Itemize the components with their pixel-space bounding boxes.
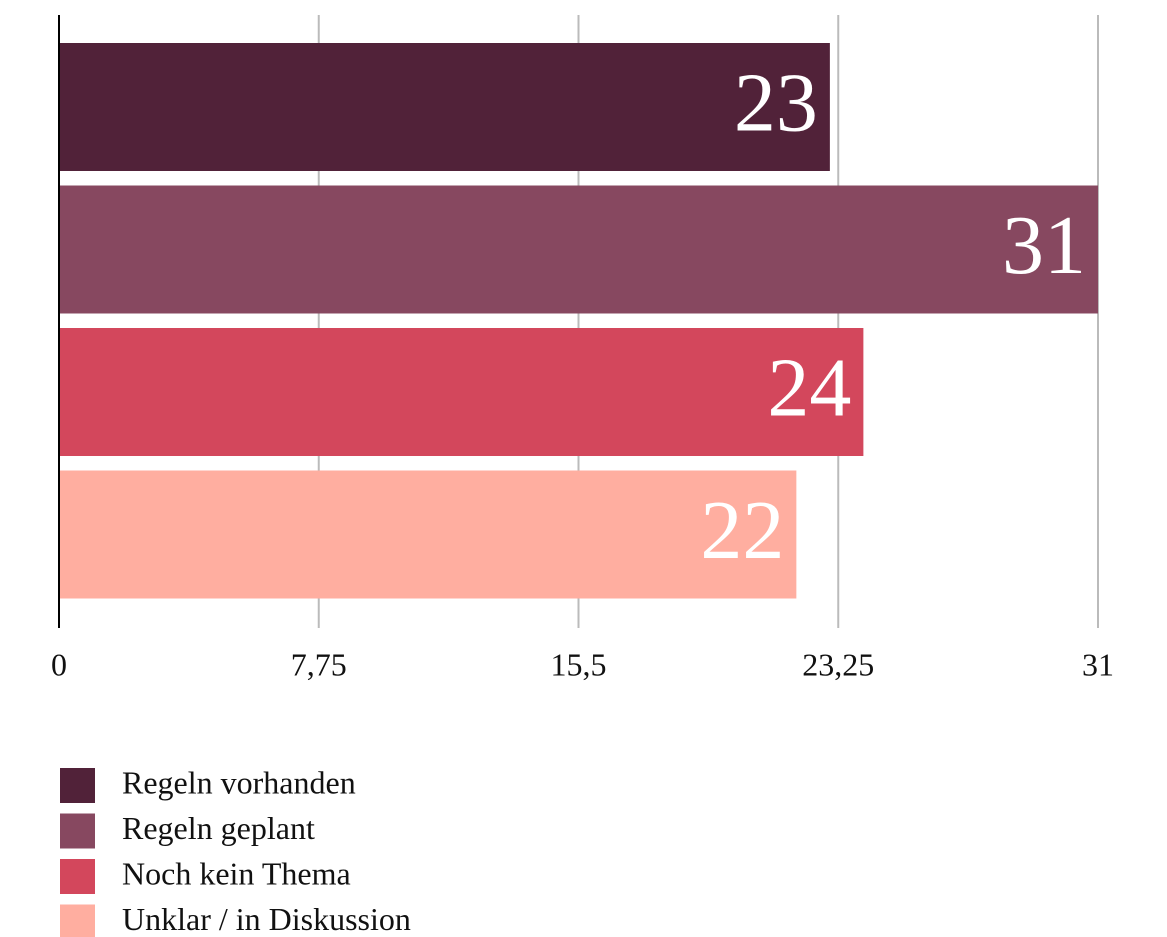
legend-swatch [60,859,95,894]
bar [59,185,1098,314]
legend-label: Unklar / in Diskussion [122,901,411,937]
x-tick-label: 15,5 [551,646,607,682]
data-label: 24 [767,341,851,434]
legend-swatch [60,768,95,803]
bar [59,470,797,599]
x-tick-label: 7,75 [291,646,347,682]
x-tick-label: 23,25 [802,646,874,682]
legend-label: Regeln geplant [122,810,315,846]
data-label: 22 [700,484,784,577]
legend-swatch [60,813,95,849]
bar [59,43,830,171]
data-label: 31 [1002,199,1086,292]
legend-label: Noch kein Thema [122,855,351,891]
legend-swatch [60,904,95,937]
data-label: 23 [734,56,818,149]
x-tick-label: 0 [51,646,67,682]
bar [59,328,864,456]
legend-label: Regeln vorhanden [122,764,356,800]
x-tick-label: 31 [1082,646,1114,682]
